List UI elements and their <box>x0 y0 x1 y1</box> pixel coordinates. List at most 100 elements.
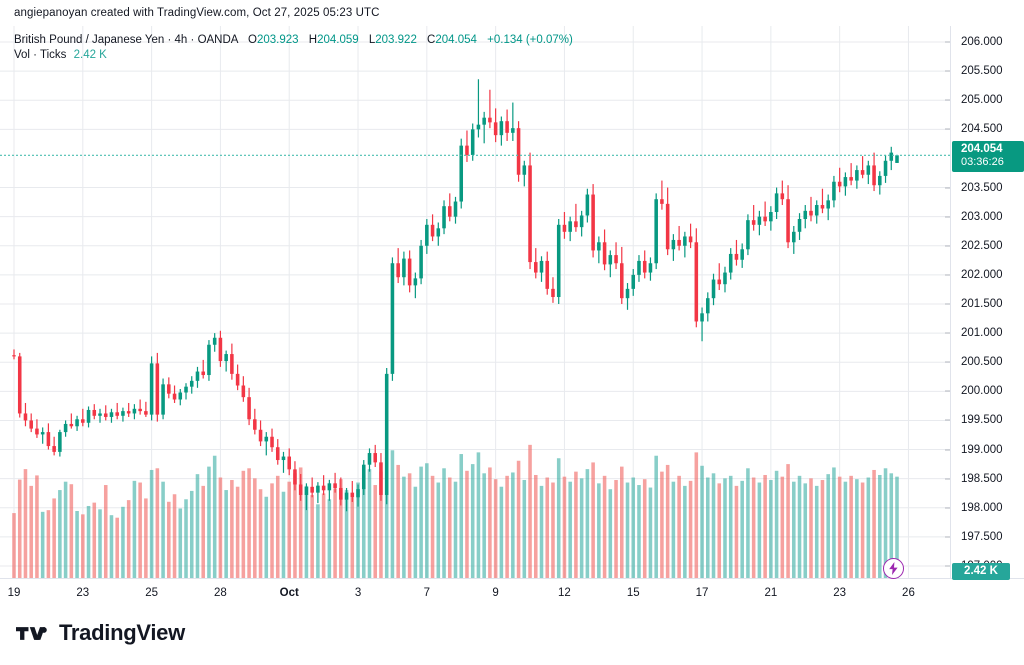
candle-body <box>442 206 446 229</box>
candle-body <box>476 124 481 130</box>
price-axis-tick: 204.500 <box>961 123 1003 136</box>
volume-bar <box>895 476 899 578</box>
tradingview-logo[interactable]: TradingView <box>16 622 185 644</box>
candle-body <box>465 145 469 155</box>
candle-body <box>384 373 389 495</box>
candle-body <box>780 193 785 200</box>
candle-body <box>545 260 550 289</box>
volume-bar <box>832 467 836 578</box>
time-axis[interactable]: 19 23 25 28 Oct 3 7 9 12 15 17 21 23 26 <box>0 578 1024 608</box>
volume-bar <box>230 480 234 578</box>
volume-bar <box>545 477 550 578</box>
volume-bar <box>883 468 888 578</box>
chart-legend: British Pound / Japanese Yen · 4h · OAND… <box>14 33 573 63</box>
candle-body <box>860 170 865 175</box>
price-axis-tick-dash <box>945 70 950 72</box>
candle-body <box>694 242 699 322</box>
volume-bar <box>310 495 314 578</box>
candle-body <box>218 337 223 362</box>
volume-bar <box>694 452 699 578</box>
candle-body <box>310 486 314 493</box>
candle-body <box>820 205 825 209</box>
candle-body <box>253 419 257 430</box>
candle-body <box>493 122 498 136</box>
candle-body <box>35 428 39 435</box>
candle-body <box>184 386 188 393</box>
candle-body <box>304 486 309 495</box>
candle-body <box>665 203 670 250</box>
candle-body <box>837 181 842 187</box>
volume-bar <box>115 517 119 578</box>
realtime-bolt-icon[interactable] <box>883 558 904 579</box>
volume-bar <box>207 466 211 578</box>
volume-bar <box>224 490 228 578</box>
volume-bar <box>637 485 641 578</box>
candle-body <box>809 210 813 216</box>
volume-bar <box>711 473 716 578</box>
candle-body <box>883 160 888 176</box>
volume-bar <box>103 485 108 578</box>
volume-title[interactable]: Vol · Ticks <box>14 49 67 61</box>
price-axis-tick: 205.500 <box>961 65 1003 78</box>
time-axis-tick: 28 <box>214 587 227 599</box>
candle-body <box>367 453 372 465</box>
chart-plot-area[interactable] <box>0 26 950 578</box>
volume-bar <box>155 468 160 578</box>
candle-body <box>757 216 762 225</box>
volume-bar <box>688 480 693 578</box>
low-label: L <box>368 34 376 46</box>
price-axis[interactable]: 204.054 03:36:26 2.42 K 206.000 205.500 20… <box>945 26 1024 580</box>
volume-bar <box>447 477 452 578</box>
price-axis-tick-dash <box>945 449 950 451</box>
candle-body <box>17 356 22 414</box>
candle-body <box>522 165 527 175</box>
volume-bar <box>614 480 618 578</box>
volume-bar <box>144 498 148 578</box>
volume-bar <box>373 485 378 578</box>
time-axis-tick: 23 <box>833 587 847 599</box>
price-axis-tick: 203.000 <box>961 210 1003 223</box>
candle-body <box>574 221 578 228</box>
volume-bar <box>167 501 171 578</box>
candle-body <box>195 371 200 381</box>
price-axis-tick: 200.500 <box>961 356 1003 369</box>
symbol-name[interactable]: British Pound / Japanese Yen <box>14 34 165 46</box>
exchange-label[interactable]: OANDA <box>197 34 238 46</box>
interval-label[interactable]: 4h <box>174 34 188 46</box>
price-axis-tick: 200.000 <box>961 385 1003 398</box>
candle-body <box>390 263 395 374</box>
volume-bar <box>792 481 796 578</box>
candle-body <box>579 215 584 228</box>
time-axis-tick: 26 <box>902 587 915 599</box>
time-axis-tick: 7 <box>423 587 431 599</box>
volume-bar <box>58 490 62 578</box>
candle-body <box>551 288 555 298</box>
volume-bar <box>390 450 395 578</box>
candle-body <box>786 199 790 243</box>
candle-body <box>585 194 590 216</box>
volume-bar <box>201 485 205 578</box>
price-axis-tick-dash <box>945 390 950 392</box>
candle-body <box>161 384 165 415</box>
volume-bar <box>665 464 670 578</box>
candle-body <box>75 419 79 427</box>
candle-body <box>803 210 808 219</box>
volume-bar <box>126 500 131 578</box>
low-value: 203.922 <box>375 34 417 46</box>
volume-bar <box>889 473 894 578</box>
volume-bar <box>281 491 286 578</box>
volume-bar <box>511 472 515 578</box>
volume-bar <box>528 444 532 578</box>
volume-bar <box>539 485 544 578</box>
volume-bar <box>631 477 636 578</box>
volume-bar <box>677 475 681 578</box>
candle-body <box>556 224 561 298</box>
volume-bar <box>826 474 830 578</box>
volume-bar <box>339 479 343 578</box>
volume-bar <box>505 475 509 578</box>
candle-body <box>350 492 355 498</box>
volume-bar <box>671 481 676 578</box>
candle-body <box>132 408 137 414</box>
volume-bars <box>12 444 899 578</box>
volume-bar <box>442 468 446 578</box>
